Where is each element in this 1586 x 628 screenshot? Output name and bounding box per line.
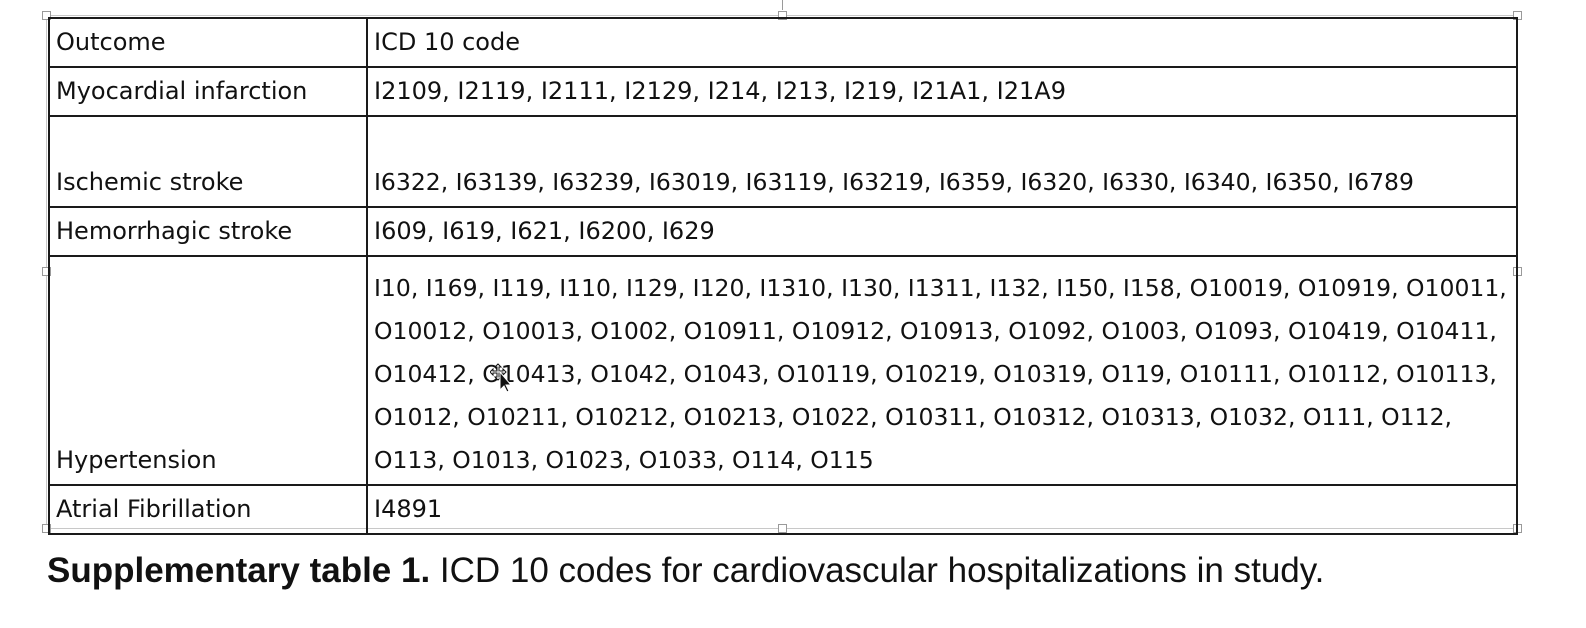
table-caption: Supplementary table 1. ICD 10 codes for … (47, 551, 1324, 591)
caption-text: ICD 10 codes for cardiovascular hospital… (430, 551, 1325, 590)
codes-cell[interactable]: I2109, I2119, I2111, I2129, I214, I213, … (366, 66, 1518, 117)
table-row: Hypertension I10, I169, I119, I110, I129… (48, 255, 1518, 486)
table-row: Myocardial infarction I2109, I2119, I211… (48, 66, 1518, 117)
outcome-cell[interactable]: Myocardial infarction (48, 66, 368, 117)
table-row: Hemorrhagic stroke I609, I619, I621, I62… (48, 206, 1518, 257)
codes-cell[interactable]: I10, I169, I119, I110, I129, I120, I1310… (366, 255, 1518, 486)
outcome-cell[interactable]: Hemorrhagic stroke (48, 206, 368, 257)
resize-handle-top-right[interactable] (1513, 11, 1522, 20)
codes-cell[interactable]: I6322, I63139, I63239, I63019, I63119, I… (366, 115, 1518, 208)
selection-anchor-line (782, 0, 783, 10)
codes-cell[interactable]: I609, I619, I621, I6200, I629 (366, 206, 1518, 257)
icd-codes-table[interactable]: Outcome ICD 10 code Myocardial infarctio… (48, 17, 1518, 535)
outcome-cell[interactable]: Atrial Fibrillation (48, 484, 368, 535)
caption-label: Supplementary table 1. (47, 551, 431, 590)
table-header-row: Outcome ICD 10 code (48, 17, 1518, 68)
move-cursor-icon (490, 363, 513, 392)
table-row: Ischemic stroke I6322, I63139, I63239, I… (48, 115, 1518, 208)
table-row: Atrial Fibrillation I4891 (48, 484, 1518, 535)
header-icd-code[interactable]: ICD 10 code (366, 17, 1518, 68)
outcome-cell[interactable]: Hypertension (48, 255, 368, 486)
header-outcome[interactable]: Outcome (48, 17, 368, 68)
codes-cell[interactable]: I4891 (366, 484, 1518, 535)
outcome-cell[interactable]: Ischemic stroke (48, 115, 368, 208)
resize-handle-top-left[interactable] (42, 11, 51, 20)
